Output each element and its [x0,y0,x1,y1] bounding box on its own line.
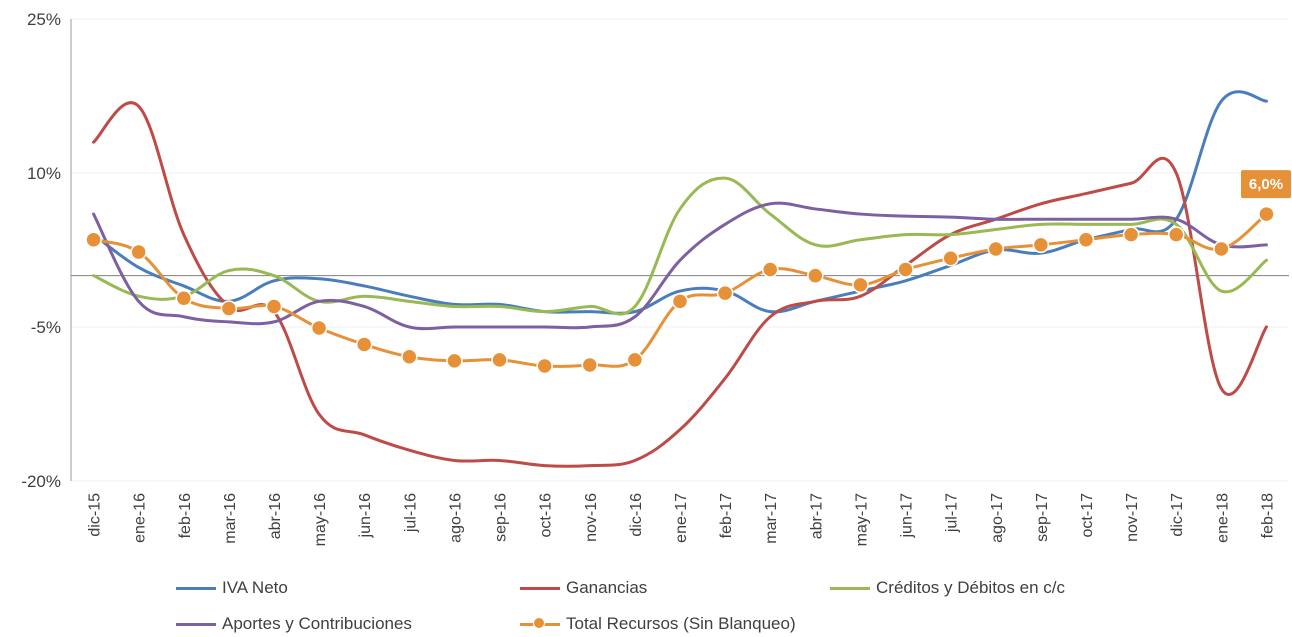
data-point-total-recursos-sin-blanqueo [1167,226,1185,243]
x-tick-label: feb-17 [718,493,735,538]
data-point-total-recursos-sin-blanqueo [1122,226,1140,243]
x-tick-label: ago-16 [447,493,464,543]
x-tick-label: dic-16 [628,493,645,537]
data-point-total-recursos-sin-blanqueo [852,276,869,294]
x-tick-label: mar-16 [222,493,239,544]
annotations: 6,0% [1241,170,1291,199]
x-tick-label: jun-16 [357,493,374,539]
x-tick-label: oct-16 [538,493,555,538]
data-point-total-recursos-sin-blanqueo [220,300,238,317]
y-tick-label: -20% [21,472,61,491]
data-point-total-recursos-sin-blanqueo [716,284,734,302]
x-tick-label: ene-16 [132,493,149,543]
data-point-total-recursos-sin-blanqueo [671,293,689,310]
x-tick-label: dic-15 [87,493,104,537]
data-point-total-recursos-sin-blanqueo [265,298,283,315]
data-point-total-recursos-sin-blanqueo [401,348,418,366]
x-tick-label: ene-18 [1214,493,1231,543]
x-tick-label: may-17 [853,493,870,546]
x-tick-label: sep-16 [493,493,510,542]
y-tick-label: 10% [27,164,61,183]
data-point-total-recursos-sin-blanqueo [807,267,824,284]
x-tick-label: oct-17 [1079,493,1096,538]
y-tick-label: 25% [27,10,61,29]
series-line-iva-neto [92,90,1268,315]
x-tick-label: feb-18 [1259,493,1276,538]
data-point-total-recursos-sin-blanqueo [491,351,508,369]
x-tick-label: jul-17 [944,493,961,533]
data-point-total-recursos-sin-blanqueo [987,240,1005,258]
data-point-total-recursos-sin-blanqueo [130,243,147,261]
x-tick-label: sep-17 [1034,493,1051,542]
data-point-total-recursos-sin-blanqueo [310,319,328,337]
data-point-total-recursos-sin-blanqueo [897,261,914,278]
x-tick-label: nov-16 [583,493,600,542]
data-point-total-recursos-sin-blanqueo [1258,205,1275,223]
y-axis: 25% 10% -5% -20% [21,10,72,491]
series-line-aportes-y-contribuciones [92,201,1268,331]
data-label-box [1241,170,1291,199]
x-tick-label: ago-17 [989,493,1006,543]
x-tick-label: nov-17 [1124,493,1141,542]
series-line-creditos-y-debitos-en-c-c [92,176,1268,316]
data-point-total-recursos-sin-blanqueo [626,351,644,369]
data-point-total-recursos-sin-blanqueo [1077,231,1095,248]
data-label: 6,0% [1249,176,1283,193]
series-lines [92,90,1268,468]
data-point-total-recursos-sin-blanqueo [581,356,599,374]
x-tick-label: feb-16 [177,493,194,538]
data-point-total-recursos-sin-blanqueo [175,290,193,307]
data-point-total-recursos-sin-blanqueo [355,336,373,353]
x-tick-label: dic-17 [1169,493,1186,537]
x-tick-label: may-16 [312,493,329,546]
series-markers [85,205,1275,375]
series-line-ganancias [92,101,1268,468]
x-axis: dic-15 ene-16 feb-16 mar-16 abr-16 may-16 jun-… [87,493,1277,546]
y-tick-label: -5% [31,318,61,337]
x-tick-label: jun-17 [899,493,916,539]
data-point-total-recursos-sin-blanqueo [85,231,102,248]
data-point-total-recursos-sin-blanqueo [761,261,779,278]
x-tick-label: jul-16 [402,493,419,533]
x-tick-label: abr-16 [267,493,284,539]
data-point-total-recursos-sin-blanqueo [536,357,553,375]
x-tick-label: ene-17 [673,493,690,543]
data-point-total-recursos-sin-blanqueo [446,352,463,370]
x-tick-label: abr-17 [808,493,825,539]
x-tick-label: mar-17 [763,493,780,544]
data-point-total-recursos-sin-blanqueo [942,249,959,267]
data-point-total-recursos-sin-blanqueo [1032,236,1050,254]
data-point-total-recursos-sin-blanqueo [1213,240,1230,258]
gridlines [71,18,1289,482]
